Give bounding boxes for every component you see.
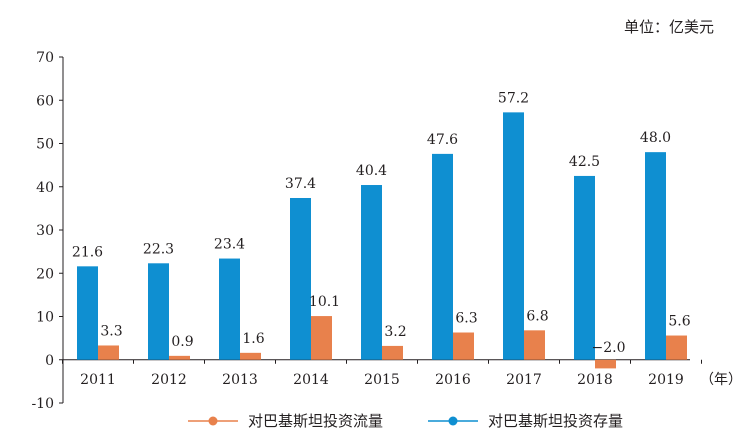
y-tick-label: -10 xyxy=(31,396,54,412)
unit-label: 单位：亿美元 xyxy=(623,18,714,36)
data-label-flow: 6.3 xyxy=(455,311,477,327)
data-label-stock: 40.4 xyxy=(356,163,387,179)
data-labels: 21.6 3.3 22.3 0.9 23.4 1.6 37.4 10.1 40.4 3.2 47.6… xyxy=(72,90,691,355)
bar-stock xyxy=(290,197,311,360)
data-label-flow: 0.9 xyxy=(171,334,193,350)
bar-stock xyxy=(503,112,524,360)
data-label-stock: 21.6 xyxy=(72,244,103,260)
y-tick-label: 10 xyxy=(36,310,54,326)
x-tick-label: 2012 xyxy=(151,372,187,388)
legend-label: 对巴基斯坦投资存量 xyxy=(488,412,623,430)
x-axis-unit: （年） xyxy=(700,372,742,388)
bar-stock xyxy=(645,152,666,360)
bar-stock xyxy=(219,258,240,360)
x-tick-label: 2013 xyxy=(222,372,258,388)
bar-flow xyxy=(240,352,261,360)
bars xyxy=(77,112,687,369)
bar-flow xyxy=(595,359,616,369)
legend: 对巴基斯坦投资流量 对巴基斯坦投资存量 xyxy=(188,412,623,430)
y-axis: -10 0 10 20 30 40 50 60 70 xyxy=(31,50,64,412)
x-tick-label: 2017 xyxy=(506,372,542,388)
data-label-stock: 42.5 xyxy=(569,154,600,170)
bar-stock xyxy=(77,266,98,360)
y-tick-label: 70 xyxy=(36,50,54,66)
bar-flow xyxy=(666,335,687,360)
x-tick-label: 2019 xyxy=(648,372,684,388)
bar-flow xyxy=(98,345,119,360)
data-label-flow: 10.1 xyxy=(309,294,340,310)
data-label-stock: 37.4 xyxy=(285,176,316,192)
bar-flow xyxy=(382,345,403,360)
bar-stock xyxy=(361,185,382,360)
x-axis: 2011 2012 2013 2014 2015 2016 2017 2018 2019 （年） xyxy=(62,359,742,388)
data-label-stock: 57.2 xyxy=(498,90,529,106)
data-label-stock: 48.0 xyxy=(640,130,671,146)
x-tick-label: 2011 xyxy=(80,372,116,388)
y-tick-label: 60 xyxy=(36,93,54,109)
legend-label: 对巴基斯坦投资流量 xyxy=(248,412,383,430)
bar-flow xyxy=(311,316,332,360)
data-label-flow: 3.3 xyxy=(100,323,122,339)
data-label-flow: −2.0 xyxy=(592,340,626,356)
y-tick-label: 50 xyxy=(36,137,54,153)
x-tick-label: 2015 xyxy=(364,372,400,388)
bar-stock xyxy=(432,153,453,360)
y-tick-label: 0 xyxy=(45,353,54,369)
data-label-flow: 5.6 xyxy=(668,314,690,330)
y-tick-label: 20 xyxy=(36,266,54,282)
bar-flow xyxy=(524,330,545,360)
data-label-flow: 3.2 xyxy=(384,324,406,340)
bar-flow xyxy=(169,355,190,360)
x-tick-label: 2018 xyxy=(577,372,613,388)
legend-marker xyxy=(448,416,458,426)
y-tick-label: 40 xyxy=(36,180,54,196)
data-label-stock: 22.3 xyxy=(143,241,174,257)
data-label-stock: 47.6 xyxy=(427,132,458,148)
legend-marker xyxy=(208,416,218,426)
data-label-stock: 23.4 xyxy=(214,237,245,253)
x-tick-label: 2016 xyxy=(435,372,471,388)
y-tick-label: 30 xyxy=(36,223,54,239)
bar-stock xyxy=(574,175,595,360)
bar-flow xyxy=(453,332,474,360)
x-tick-label: 2014 xyxy=(293,372,329,388)
bar-stock xyxy=(148,263,169,360)
data-label-flow: 6.8 xyxy=(526,308,548,324)
data-label-flow: 1.6 xyxy=(242,331,264,347)
